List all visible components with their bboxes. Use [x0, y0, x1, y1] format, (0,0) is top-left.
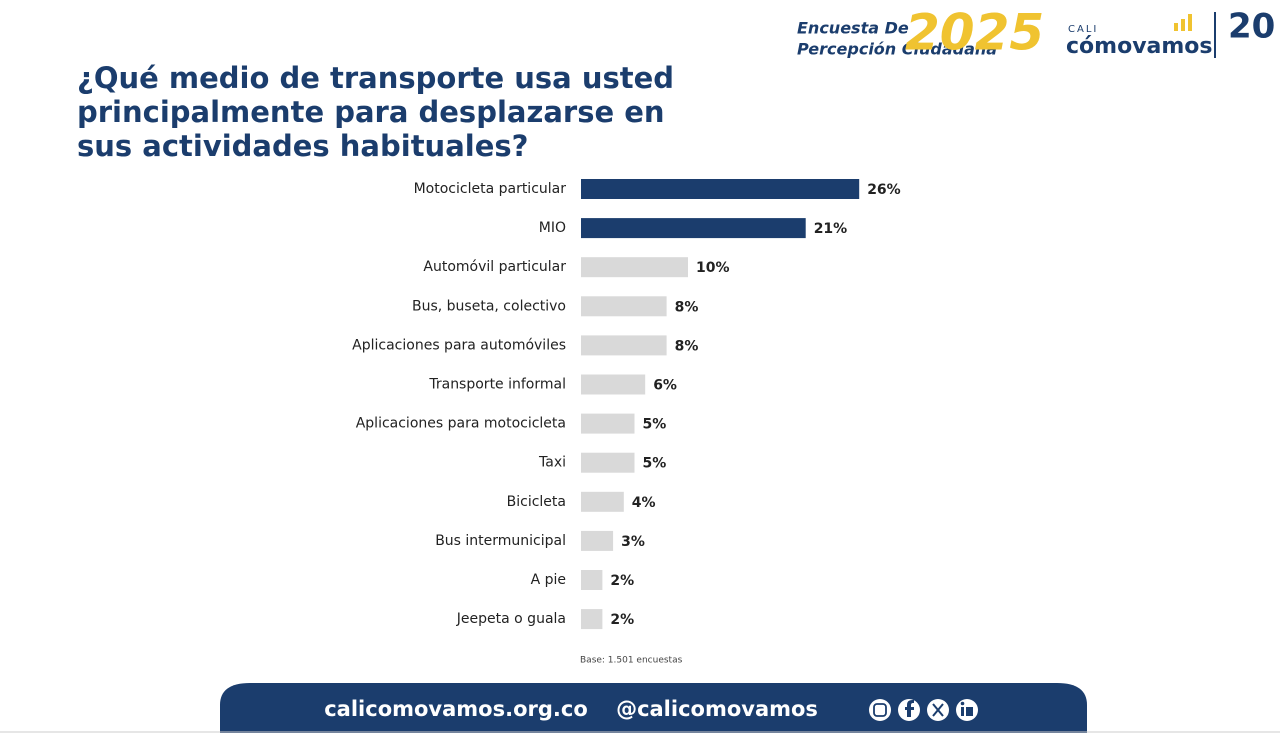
handle: @calicomovamos [616, 697, 818, 721]
category-label: Motocicleta particular [414, 181, 567, 197]
bar [581, 413, 635, 434]
anniversary: 20 [1228, 7, 1275, 47]
chart-title: ¿Qué medio de transporte usa usted princi… [77, 61, 674, 163]
category-label: Taxi [538, 455, 566, 471]
icon-glyph [905, 700, 914, 717]
bar [581, 452, 635, 473]
value-label: 2% [610, 612, 634, 628]
logo-bar [1188, 14, 1192, 31]
bar [581, 179, 860, 199]
note: Base: 1.501 encuestas [580, 656, 683, 666]
icon-glyph [960, 701, 965, 706]
value-label: 6% [653, 378, 677, 394]
bar [581, 491, 624, 512]
bar [581, 296, 667, 317]
category-label: Aplicaciones para motocicleta [356, 416, 566, 432]
bar [581, 257, 688, 278]
value-label: 26% [867, 182, 901, 198]
bar [581, 530, 614, 551]
footer-band [220, 683, 1087, 733]
value-label: 8% [675, 338, 699, 354]
icon-glyph [961, 707, 964, 716]
category-label: MIO [539, 220, 566, 236]
city: CALI [1068, 24, 1098, 35]
category-label: Bus, buseta, colectivo [412, 298, 566, 314]
value-label: 5% [643, 456, 667, 472]
logo-bar [1174, 23, 1178, 31]
icon-glyph [932, 703, 944, 717]
category-label: Aplicaciones para automóviles [352, 337, 566, 353]
survey-line2: Percepción Ciudadana [797, 40, 997, 59]
bar [581, 609, 603, 630]
category-label: Jeepeta o guala [456, 611, 566, 627]
bar [581, 218, 806, 239]
value-label: 10% [696, 260, 730, 276]
icon-instagram[interactable] [869, 699, 891, 721]
category-label: Automóvil particular [423, 259, 566, 275]
bar [581, 374, 646, 395]
value-label: 5% [643, 417, 667, 433]
logo-bar [1181, 19, 1185, 31]
value-label: 2% [610, 573, 634, 589]
value-label: 4% [632, 495, 656, 511]
category-label: Bicicleta [507, 494, 566, 510]
year: 2025 [905, 4, 1044, 62]
category-label: Transporte informal [428, 377, 566, 393]
value-label: 3% [621, 534, 645, 550]
bar [581, 570, 603, 590]
survey-line1: Encuesta De [797, 19, 909, 38]
category-label: A pie [531, 572, 566, 588]
bar [581, 335, 667, 356]
social-icons [869, 699, 978, 721]
value-label: 21% [814, 221, 848, 237]
brand: cómovamos [1066, 34, 1213, 59]
website: calicomovamos.org.co [324, 697, 588, 721]
value-label: 8% [675, 299, 699, 315]
category-label: Bus intermunicipal [435, 533, 566, 549]
icon-glyph [966, 707, 973, 716]
icon-glyph [873, 703, 887, 717]
